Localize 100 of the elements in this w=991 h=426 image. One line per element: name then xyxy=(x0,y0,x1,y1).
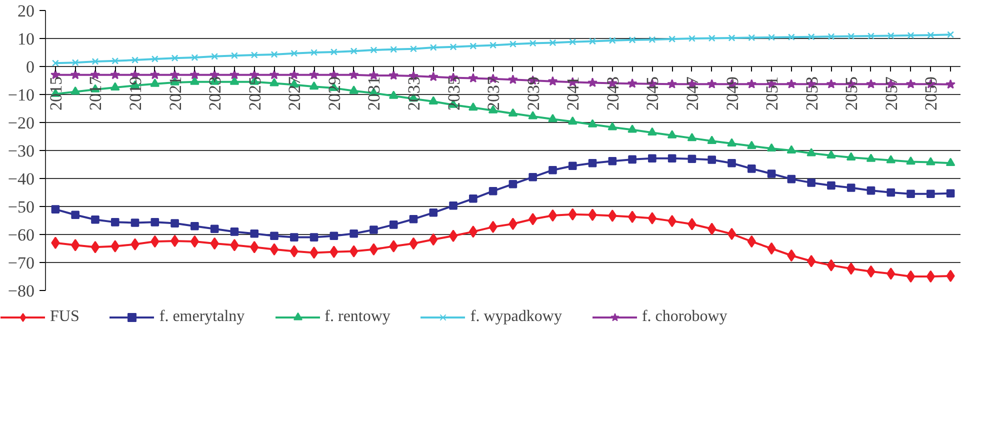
point xyxy=(549,39,556,46)
point xyxy=(191,54,198,62)
point xyxy=(648,154,656,162)
point xyxy=(528,172,537,182)
point xyxy=(250,52,258,58)
point xyxy=(668,154,676,162)
point xyxy=(608,156,617,166)
point xyxy=(270,243,279,256)
point xyxy=(589,38,596,45)
point xyxy=(51,205,60,214)
y-tick-label: 20 xyxy=(18,2,34,20)
x-tick-label: 2041 xyxy=(564,76,583,110)
point xyxy=(786,78,796,88)
legend-label: FUS xyxy=(50,308,80,326)
point xyxy=(667,130,677,138)
point xyxy=(727,228,736,240)
point xyxy=(906,78,916,88)
point xyxy=(449,202,458,210)
point xyxy=(428,72,438,82)
point xyxy=(90,240,100,254)
point xyxy=(448,230,458,242)
y-tick-label: 0 xyxy=(26,58,34,76)
point xyxy=(52,60,59,67)
x-tick-label: 2045 xyxy=(643,76,662,110)
point xyxy=(886,268,896,280)
point xyxy=(887,32,894,40)
point xyxy=(349,86,358,94)
point xyxy=(310,233,318,242)
point xyxy=(728,34,736,42)
x-tick-label: 2043 xyxy=(603,76,622,110)
point xyxy=(150,78,160,87)
point xyxy=(866,154,876,162)
point xyxy=(70,86,80,95)
x-tick-label: 2037 xyxy=(484,76,504,110)
point xyxy=(190,70,200,80)
y-tick-label: −20 xyxy=(8,114,35,132)
point xyxy=(170,219,179,228)
point xyxy=(548,166,557,174)
point xyxy=(628,210,637,224)
point xyxy=(370,46,378,54)
point xyxy=(927,32,934,39)
point xyxy=(290,50,298,57)
point xyxy=(707,136,717,144)
x-tick-label: 2039 xyxy=(524,76,543,110)
point xyxy=(132,56,138,64)
point xyxy=(926,156,936,166)
point xyxy=(708,156,716,164)
legend-label: f. emerytalny xyxy=(159,308,245,326)
point xyxy=(388,90,398,99)
y-tick-label: −70 xyxy=(8,254,35,272)
point xyxy=(529,40,536,47)
x-tick-label: 2025 xyxy=(245,76,264,110)
point xyxy=(290,233,298,242)
x-tick-label: 2019 xyxy=(126,76,146,110)
point xyxy=(468,226,478,238)
point xyxy=(70,70,80,80)
point xyxy=(788,34,795,41)
point xyxy=(548,76,558,86)
point xyxy=(110,240,120,252)
point xyxy=(648,36,656,44)
point xyxy=(886,188,896,197)
point xyxy=(608,36,616,44)
point xyxy=(706,78,717,88)
point xyxy=(808,33,815,40)
point xyxy=(568,162,577,170)
point xyxy=(430,44,437,51)
point xyxy=(628,124,637,133)
point xyxy=(886,155,896,164)
point xyxy=(310,49,318,56)
x-tick-label: 2031 xyxy=(364,76,384,110)
point xyxy=(469,194,478,203)
point xyxy=(548,209,558,222)
point xyxy=(806,148,816,156)
y-tick-label: 10 xyxy=(18,30,34,48)
point xyxy=(628,36,636,44)
point xyxy=(92,58,99,65)
point xyxy=(588,119,598,128)
x-tick-label: 2051 xyxy=(762,76,782,110)
point xyxy=(848,32,855,40)
x-tick-label: 2047 xyxy=(682,76,702,110)
point xyxy=(230,52,238,60)
point xyxy=(350,48,358,55)
point xyxy=(190,222,199,230)
point xyxy=(946,79,956,89)
point xyxy=(348,70,359,80)
point xyxy=(269,70,280,80)
point xyxy=(509,40,516,48)
point xyxy=(786,145,796,154)
point xyxy=(667,78,678,88)
point xyxy=(508,74,518,84)
point xyxy=(130,218,140,227)
point xyxy=(429,208,438,217)
point xyxy=(369,243,378,256)
point xyxy=(468,102,478,111)
point xyxy=(389,240,398,252)
point xyxy=(907,32,914,39)
point xyxy=(71,210,80,220)
point xyxy=(588,158,597,168)
point xyxy=(827,181,836,190)
x-tick-label: 2049 xyxy=(722,76,742,110)
